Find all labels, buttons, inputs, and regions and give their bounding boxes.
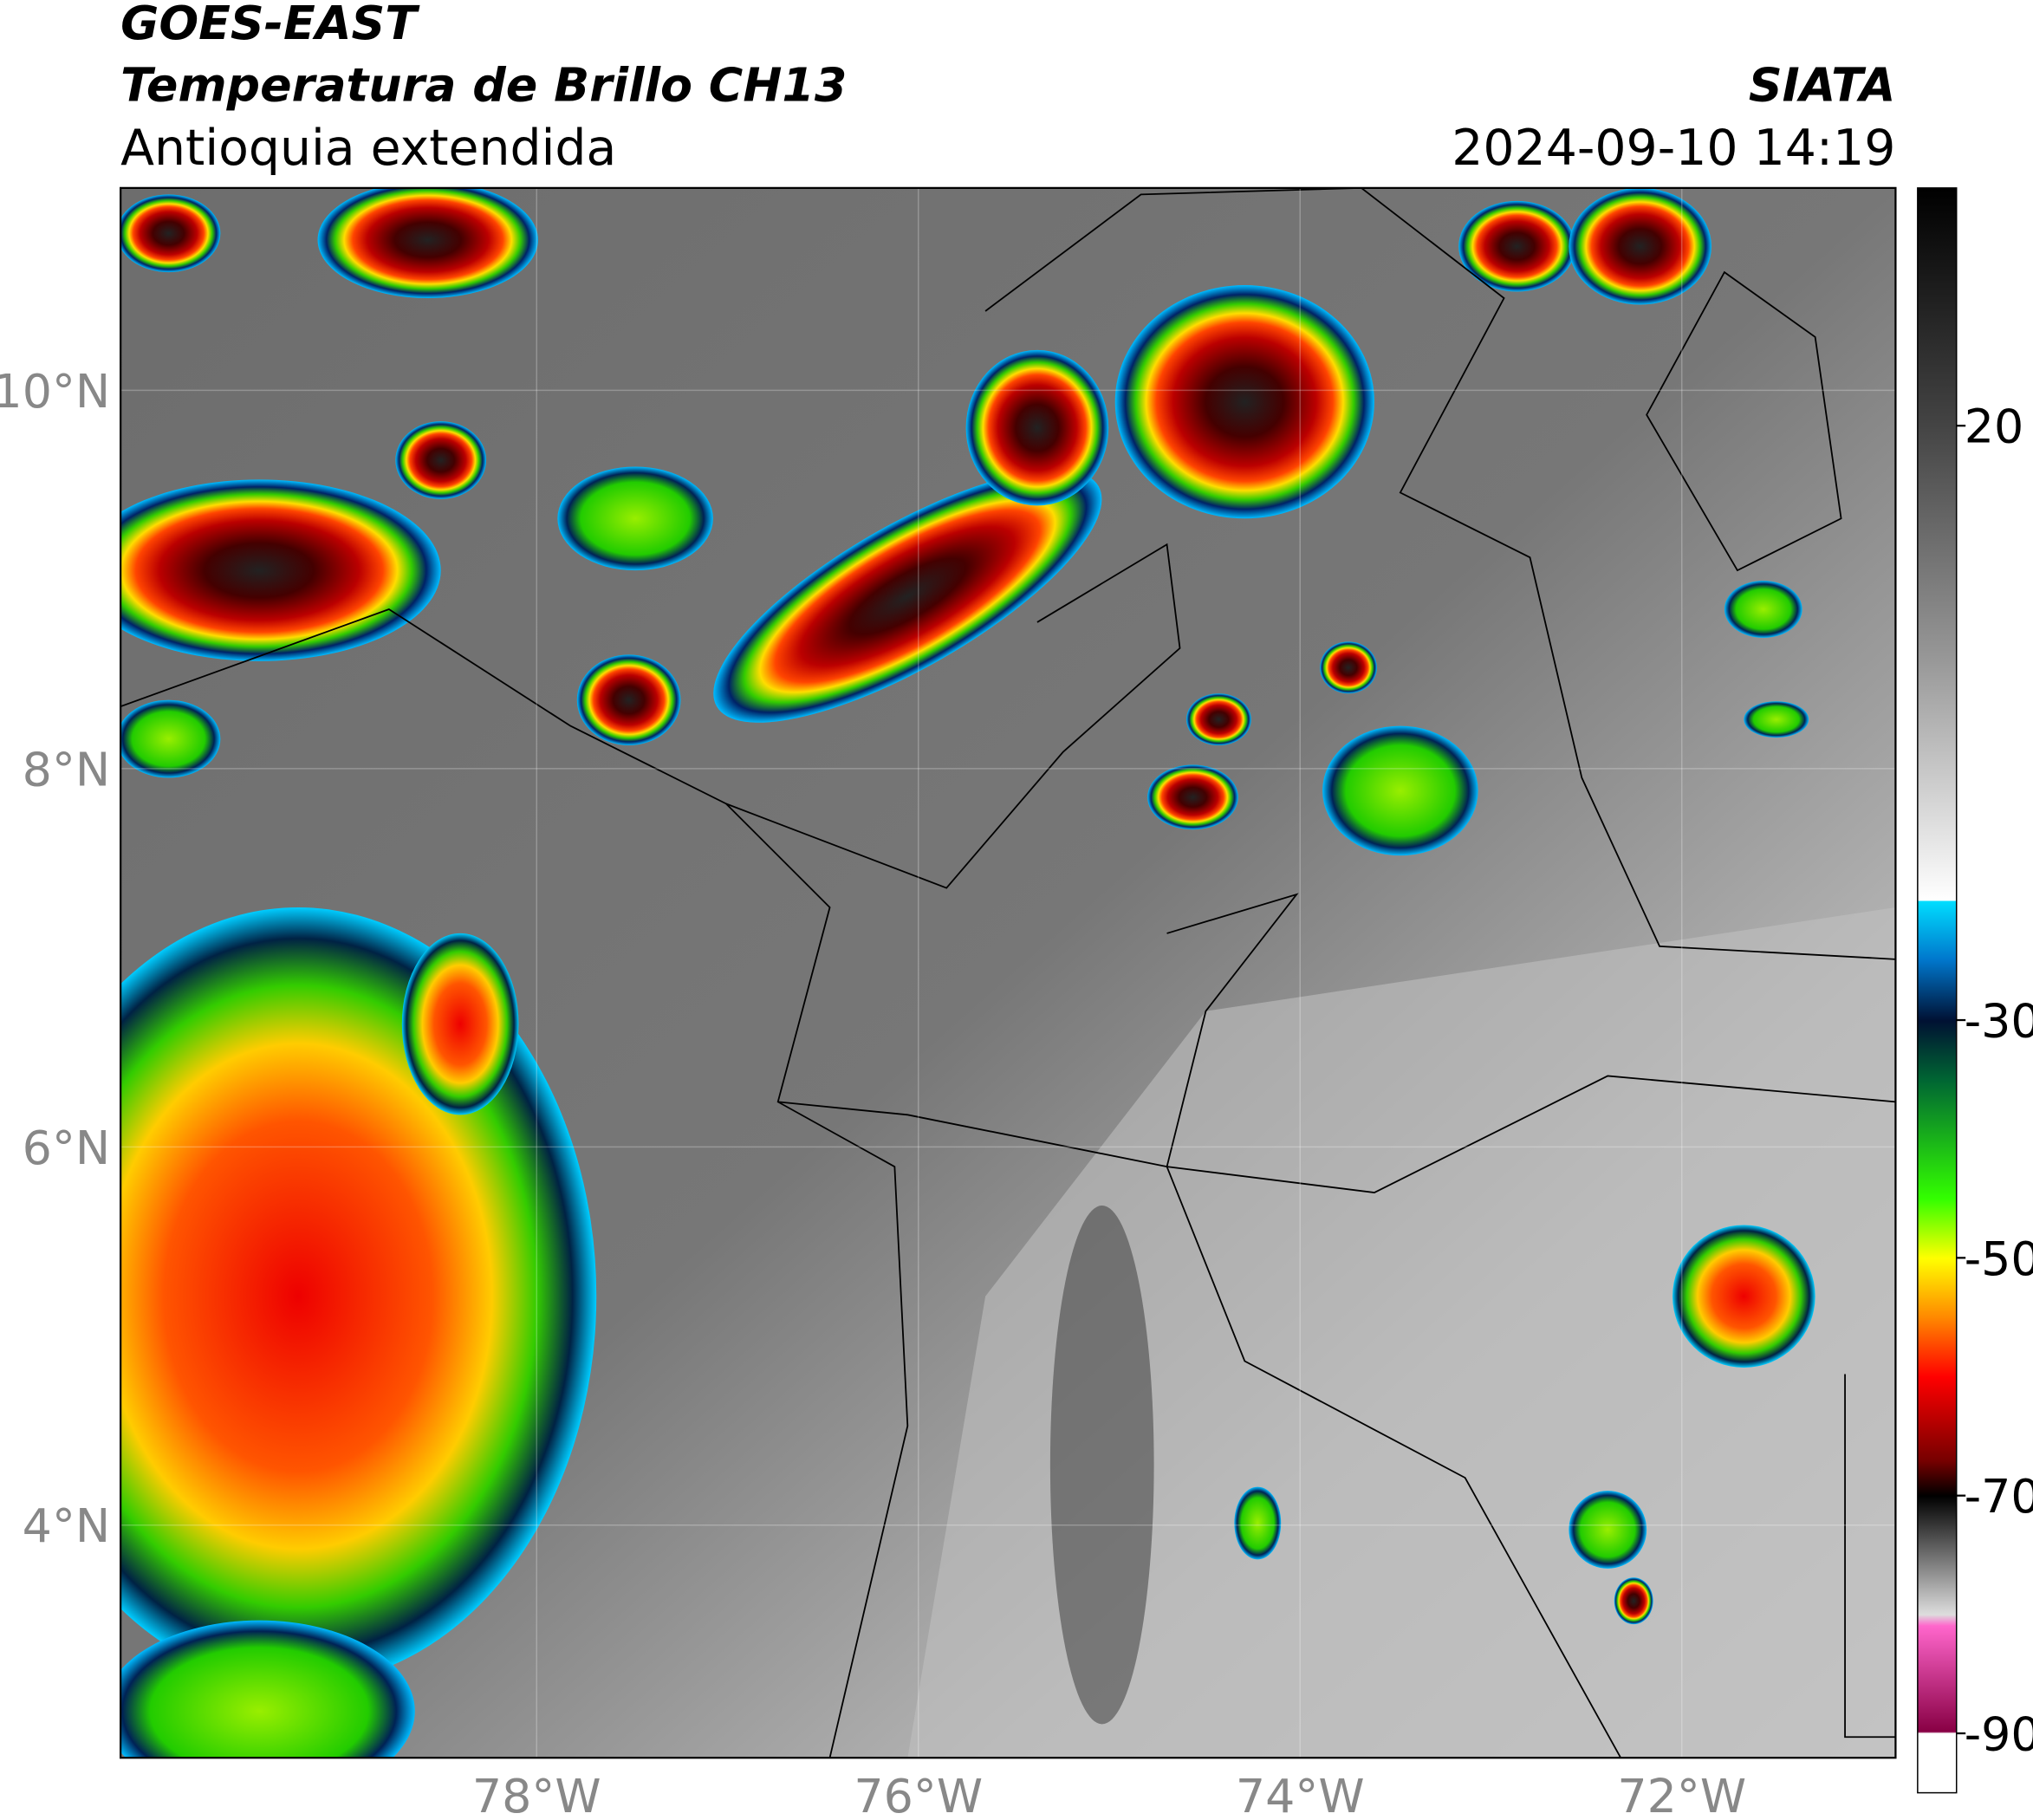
source-label: SIATA [1749, 58, 1896, 113]
x-tick-label: 72°W [1617, 1769, 1746, 1820]
x-tick-label: 74°W [1236, 1769, 1365, 1820]
y-tick-label: 4°N [23, 1498, 110, 1553]
map-frame [120, 186, 1897, 1759]
dark-region [1049, 1206, 1154, 1725]
satellite-title: GOES-EAST [120, 0, 420, 50]
product-title: Temperatura de Brillo CH13 [120, 58, 847, 113]
y-tick-label: 10°N [0, 364, 110, 419]
colorbar [1917, 187, 1958, 1794]
colorbar-tick-label: -30 [1965, 993, 2033, 1048]
colorbar-tick-label: -50 [1965, 1232, 2033, 1286]
cloud-cells [120, 187, 1815, 1758]
region-subtitle: Antioquia extendida [120, 120, 616, 177]
y-tick-label: 8°N [23, 742, 110, 796]
x-tick-label: 78°W [472, 1769, 601, 1820]
datetime-label: 2024-09-10 14:19 [1452, 120, 1895, 177]
y-tick-label: 6°N [23, 1121, 110, 1175]
grid [120, 187, 1896, 1758]
map-image [120, 187, 1896, 1758]
colorbar-tick-label: 20 [1965, 400, 2024, 454]
colorbar-tick-label: -90 [1965, 1706, 2033, 1761]
x-tick-label: 76°W [854, 1769, 983, 1820]
light-region [907, 907, 1896, 1758]
colorbar-tick-label: -70 [1965, 1469, 2033, 1524]
borders [120, 187, 1896, 1758]
